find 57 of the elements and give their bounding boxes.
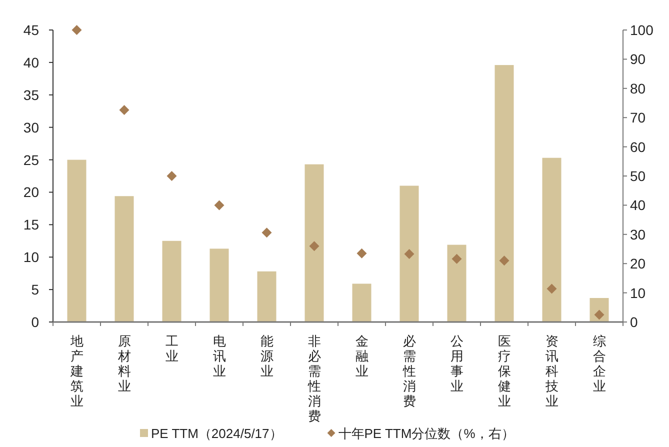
y-tick-label: 15 <box>23 216 40 233</box>
point <box>119 105 130 116</box>
y-tick-label: 40 <box>23 54 40 70</box>
y-tick-label: 25 <box>23 152 40 168</box>
x-tick-label: 原材料业 <box>116 334 131 394</box>
y-tick-label: 45 <box>23 22 40 38</box>
y-tick-label: 5 <box>31 282 40 298</box>
y-tick-label: 0 <box>31 314 40 330</box>
x-tick-label: 金融业 <box>355 334 368 379</box>
point <box>452 254 462 264</box>
bar <box>162 240 182 322</box>
y2-tick-label: 60 <box>630 138 646 155</box>
bar <box>447 244 466 322</box>
x-tick-label: 资讯科技业 <box>544 334 558 408</box>
bar <box>210 248 229 322</box>
y-tick-label: 10 <box>23 249 40 266</box>
y2-tick-label: 20 <box>630 256 646 272</box>
bar <box>114 196 134 322</box>
y2-tick-label: 50 <box>630 168 646 184</box>
bar <box>67 160 86 322</box>
y2-tick-label: 10 <box>630 284 646 301</box>
y2-tick-label: 100 <box>630 22 654 38</box>
y2-tick-label: 90 <box>630 51 646 68</box>
y2-tick-label: 0 <box>630 314 638 330</box>
point <box>72 25 82 35</box>
point <box>546 284 557 294</box>
bar <box>257 271 276 322</box>
bar <box>400 186 419 322</box>
point <box>166 171 177 181</box>
x-tick-label: 综合企业 <box>592 334 606 394</box>
point <box>309 241 320 252</box>
bar <box>494 65 514 322</box>
point <box>356 248 367 258</box>
x-tick-label: 工业 <box>165 334 178 364</box>
x-tick-label: 公用事业 <box>450 334 464 394</box>
legend-label: PE TTM（2024/5/17） <box>151 426 282 441</box>
y2-tick-label: 70 <box>630 110 646 126</box>
point <box>404 248 414 259</box>
x-tick-label: 非必需性消费 <box>306 334 321 424</box>
y-tick-label: 35 <box>23 86 40 103</box>
y2-tick-label: 40 <box>630 197 646 214</box>
x-tick-label: 必需性消费 <box>402 334 416 408</box>
legend-label: 十年PE TTM分位数（%，右） <box>338 426 514 441</box>
bar <box>352 284 372 322</box>
y2-tick-label: 80 <box>630 80 646 96</box>
y-tick-label: 20 <box>23 184 40 200</box>
x-tick-label: 医疗保健业 <box>498 334 511 408</box>
point <box>214 200 224 210</box>
y-tick-label: 30 <box>23 119 40 136</box>
x-tick-label: 电讯业 <box>212 334 226 379</box>
y2-tick-label: 30 <box>630 226 646 242</box>
x-tick-label: 能源业 <box>260 334 274 379</box>
point <box>499 256 510 266</box>
point <box>262 228 272 238</box>
x-tick-label: 地产建筑业 <box>69 334 84 408</box>
bar <box>542 158 562 322</box>
bar <box>304 164 324 322</box>
